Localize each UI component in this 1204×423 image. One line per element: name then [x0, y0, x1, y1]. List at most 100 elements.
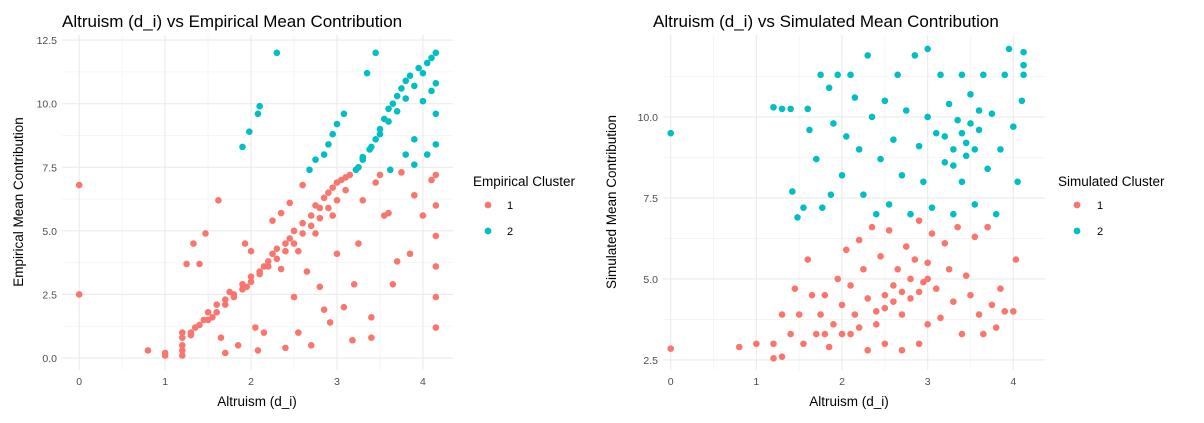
- data-point: [898, 171, 906, 179]
- data-point: [842, 133, 850, 140]
- data-point: [329, 130, 336, 138]
- data-point: [411, 161, 418, 169]
- x-tick-label: 4: [1010, 376, 1016, 388]
- data-point: [359, 197, 367, 204]
- data-point: [402, 95, 410, 102]
- data-point: [320, 306, 328, 314]
- data-point: [937, 71, 944, 79]
- data-point: [872, 321, 880, 328]
- data-point: [924, 321, 931, 328]
- data-point: [851, 311, 859, 318]
- data-point: [273, 245, 281, 252]
- data-point: [967, 120, 974, 127]
- data-point: [980, 71, 987, 79]
- data-point: [864, 295, 872, 302]
- simulated-scatter-panel: Altruism (d_i) vs Simulated Mean Contrib…: [604, 12, 1165, 409]
- data-point: [971, 201, 979, 208]
- data-point: [307, 342, 315, 349]
- data-point: [941, 240, 949, 247]
- data-point: [432, 49, 440, 57]
- data-point: [368, 143, 375, 151]
- x-tick-label: 0: [76, 376, 82, 388]
- data-point: [791, 285, 799, 292]
- data-point: [385, 118, 392, 125]
- data-point: [389, 100, 397, 107]
- data-point: [295, 247, 302, 255]
- data-point: [306, 166, 313, 174]
- data-point: [393, 258, 401, 265]
- data-point: [290, 293, 298, 301]
- data-point: [290, 227, 298, 235]
- data-point: [834, 71, 842, 79]
- data-point: [1020, 61, 1027, 69]
- x-tick-label: 1: [753, 376, 759, 388]
- data-point: [1001, 71, 1009, 79]
- x-axis-title: Altruism (d_i): [809, 394, 889, 409]
- data-point: [254, 347, 262, 354]
- chart-title: Altruism (d_i) vs Empirical Mean Contrib…: [62, 12, 402, 31]
- data-point: [821, 330, 829, 338]
- data-point: [389, 280, 397, 288]
- data-point: [864, 52, 872, 59]
- data-point: [941, 159, 949, 166]
- legend-key-2: [484, 227, 492, 235]
- data-point: [667, 345, 675, 352]
- data-point: [945, 100, 953, 108]
- data-point: [890, 282, 897, 289]
- series-cluster-1: [667, 217, 1020, 362]
- data-point: [770, 340, 777, 348]
- data-point: [928, 230, 936, 237]
- data-point: [847, 71, 854, 79]
- data-point: [881, 291, 889, 299]
- data-point: [423, 59, 431, 67]
- data-point: [406, 250, 414, 258]
- data-point: [997, 285, 1004, 292]
- data-point: [894, 265, 901, 273]
- data-point: [915, 217, 923, 224]
- data-point: [264, 258, 272, 265]
- y-tick-label: 10.0: [37, 99, 58, 111]
- data-point: [144, 347, 152, 354]
- data-point: [393, 108, 401, 115]
- data-point: [349, 336, 356, 344]
- legend-label-2: 2: [507, 226, 513, 238]
- data-point: [75, 291, 83, 298]
- y-tick-label: 7.5: [643, 193, 658, 205]
- data-point: [1020, 71, 1027, 79]
- data-point: [428, 87, 435, 95]
- data-point: [241, 240, 249, 247]
- x-tick-label: 4: [420, 376, 426, 388]
- data-point: [806, 126, 813, 134]
- data-point: [350, 280, 358, 288]
- data-point: [419, 69, 427, 77]
- data-point: [847, 330, 854, 338]
- data-point: [307, 212, 315, 219]
- data-point: [894, 71, 901, 79]
- data-point: [860, 265, 867, 273]
- data-point: [230, 291, 238, 298]
- legend-key-2: [1073, 227, 1081, 235]
- data-point: [234, 342, 242, 349]
- series-cluster-2: [667, 45, 1027, 221]
- data-point: [992, 324, 1000, 331]
- data-point: [958, 178, 966, 186]
- data-point: [1014, 178, 1021, 186]
- data-point: [246, 128, 253, 135]
- data-point: [325, 141, 332, 148]
- data-point: [282, 240, 289, 247]
- data-point: [980, 330, 987, 338]
- data-point: [402, 151, 410, 158]
- data-point: [411, 135, 418, 143]
- data-point: [428, 54, 435, 62]
- data-point: [872, 308, 880, 315]
- x-axis-title: Altruism (d_i): [217, 394, 297, 409]
- data-point: [830, 120, 837, 127]
- data-point: [954, 223, 961, 231]
- legend-label-1: 1: [1097, 200, 1103, 212]
- data-point: [813, 155, 820, 163]
- data-point: [187, 329, 195, 336]
- data-point: [847, 282, 854, 289]
- data-point: [432, 232, 440, 240]
- y-axis-title: Simulated Mean Contribution: [604, 115, 619, 289]
- data-point: [376, 171, 384, 179]
